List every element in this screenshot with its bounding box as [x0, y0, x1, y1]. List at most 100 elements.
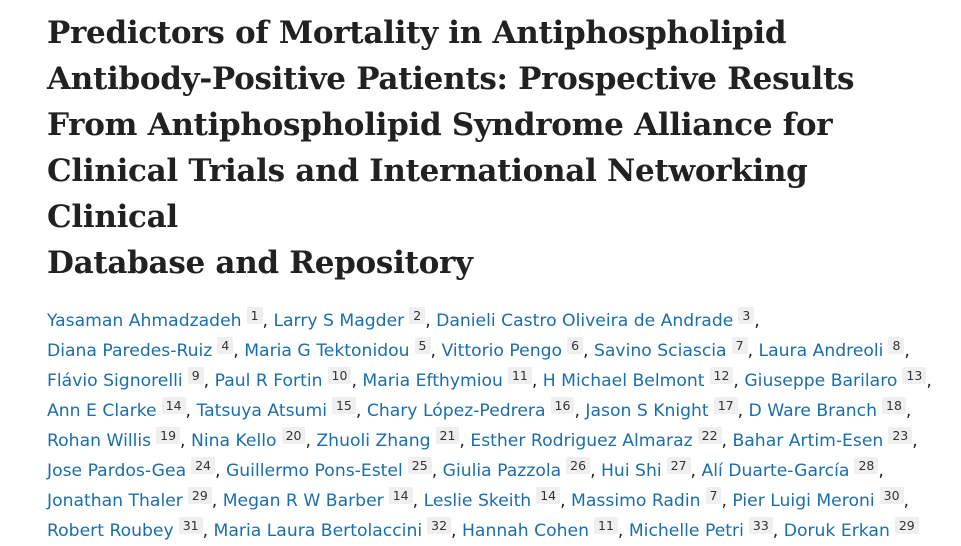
separator: , [590, 461, 596, 481]
author-link[interactable]: Laura Andreoli [758, 341, 884, 361]
affiliation-badge[interactable]: 11 [594, 517, 618, 534]
author-item: Giuseppe Barilaro 13 [744, 367, 927, 391]
author-item: Jason S Knight 17 [585, 397, 738, 421]
affiliation-badge[interactable]: 14 [388, 487, 413, 504]
author-item: Hui Shi 27 [601, 457, 691, 481]
affiliation-badge[interactable]: 7 [731, 337, 748, 354]
affiliation-badge[interactable]: 16 [550, 397, 575, 414]
author-link[interactable]: Rohan Willis [47, 431, 152, 451]
separator: , [459, 431, 465, 451]
affiliation-badge[interactable]: 7 [705, 487, 722, 504]
author-link[interactable]: Danieli Castro Oliveira de Andrade [436, 311, 734, 331]
affiliation-badge[interactable]: 11 [507, 367, 532, 384]
affiliation-badge[interactable]: 14 [161, 397, 186, 414]
author-item: Leslie Skeith 14 [423, 487, 561, 511]
author-link[interactable]: Bahar Artim-Esen [732, 431, 884, 451]
affiliation-badge[interactable]: 27 [666, 457, 691, 474]
separator: , [180, 431, 186, 451]
affiliation-badge[interactable]: 9 [187, 367, 204, 384]
separator: , [905, 401, 912, 421]
affiliation-badge[interactable]: 6 [567, 337, 584, 354]
affiliation-badge[interactable]: 30 [879, 487, 904, 504]
affiliation-badge[interactable]: 32 [427, 517, 452, 534]
author-link[interactable]: Nina Kello [190, 431, 277, 451]
author-link[interactable]: Hui Shi [601, 461, 662, 481]
author-link[interactable]: Leslie Skeith [423, 491, 532, 511]
author-link[interactable]: Maria Laura Bertolaccini [213, 521, 423, 541]
author-link[interactable]: Vittorio Pengo [441, 341, 563, 361]
affiliation-badge[interactable]: 29 [894, 517, 919, 534]
affiliation-badge[interactable]: 3 [738, 307, 755, 324]
affiliation-badge[interactable]: 26 [566, 457, 591, 474]
affiliation-badge[interactable]: 28 [854, 457, 879, 474]
author-link[interactable]: Jonathan Thaler [47, 491, 183, 511]
separator: , [733, 371, 739, 391]
affiliation-badge[interactable]: 10 [327, 367, 352, 384]
author-link[interactable]: Diana Paredes-Ruiz [47, 341, 213, 361]
author-link[interactable]: Giulia Pazzola [442, 461, 562, 481]
author-link[interactable]: Jason S Knight [585, 401, 709, 421]
affiliation-badge[interactable]: 21 [435, 427, 460, 444]
author-item: Maria Efthymiou 11 [362, 367, 532, 391]
author-link[interactable]: Jose Pardos-Gea [47, 461, 187, 481]
separator: , [617, 521, 624, 541]
separator: , [412, 491, 419, 511]
author-item: Larry S Magder 2 [273, 307, 426, 331]
affiliation-badge[interactable]: 18 [882, 397, 906, 414]
affiliation-badge[interactable]: 23 [888, 427, 913, 444]
author-link[interactable]: Savino Sciascia [593, 341, 727, 361]
author-item: Rohan Willis 19 [47, 427, 181, 451]
affiliation-badge[interactable]: 29 [187, 487, 212, 504]
separator: , [926, 371, 932, 391]
author-link[interactable]: Larry S Magder [273, 311, 405, 331]
author-link[interactable]: Flávio Signorelli [47, 371, 183, 391]
author-link[interactable]: Yasaman Ahmadzadeh [47, 311, 242, 331]
affiliation-badge[interactable]: 2 [409, 307, 426, 324]
author-link[interactable]: Esther Rodriguez Almaraz [470, 431, 693, 451]
author-link[interactable]: Chary López-Pedrera [366, 401, 546, 421]
author-link[interactable]: Doruk Erkan [783, 521, 890, 541]
separator: , [215, 461, 221, 481]
author-link[interactable]: Zhuoli Zhang [316, 431, 431, 451]
affiliation-badge[interactable]: 12 [709, 367, 734, 384]
author-link[interactable]: Tatsuya Atsumi [196, 401, 327, 421]
separator: , [560, 491, 566, 511]
author-link[interactable]: Robert Roubey [47, 521, 174, 541]
author-link[interactable]: Maria Efthymiou [362, 371, 503, 391]
affiliation-badge[interactable]: 17 [713, 397, 738, 414]
affiliation-badge[interactable]: 22 [697, 427, 722, 444]
author-item: Michelle Petri 33 [628, 517, 773, 541]
author-link[interactable]: Maria G Tektonidou [244, 341, 410, 361]
affiliation-badge[interactable]: 1 [246, 307, 263, 324]
author-link[interactable]: Michelle Petri [628, 521, 744, 541]
affiliation-badge[interactable]: 33 [748, 517, 773, 534]
author-link[interactable]: Massimo Radin [571, 491, 701, 511]
author-link[interactable]: H Michael Belmont [542, 371, 705, 391]
affiliation-badge[interactable]: 13 [902, 367, 927, 384]
affiliation-badge[interactable]: 8 [888, 337, 905, 354]
author-link[interactable]: Guillermo Pons-Estel [225, 461, 403, 481]
author-link[interactable]: Pier Luigi Meroni [732, 491, 875, 511]
affiliation-badge[interactable]: 25 [407, 457, 432, 474]
affiliation-badge[interactable]: 20 [281, 427, 306, 444]
affiliation-badge[interactable]: 31 [178, 517, 203, 534]
author-link[interactable]: Hannah Cohen [461, 521, 589, 541]
affiliation-badge[interactable]: 15 [331, 397, 356, 414]
affiliation-badge[interactable]: 5 [414, 337, 431, 354]
author-link[interactable]: Paul R Fortin [214, 371, 323, 391]
affiliation-badge[interactable]: 19 [156, 427, 181, 444]
author-item: Megan R W Barber 14 [222, 487, 413, 511]
author-link[interactable]: Giuseppe Barilaro [744, 371, 898, 391]
author-link[interactable]: D Ware Branch [748, 401, 878, 421]
author-link[interactable]: Alí Duarte-García [701, 461, 850, 481]
author-link[interactable]: Megan R W Barber [222, 491, 384, 511]
author-item: Maria Laura Bertolaccini 32 [213, 517, 452, 541]
author-item: Doruk Erkan 29 [783, 517, 919, 541]
affiliation-badge[interactable]: 24 [191, 457, 216, 474]
affiliation-badge[interactable]: 4 [217, 337, 234, 354]
article-header: Predictors of Mortality in Antiphospholi… [47, 10, 947, 546]
author-item: Tatsuya Atsumi 15 [196, 397, 356, 421]
author-item: Chary López-Pedrera 16 [366, 397, 575, 421]
author-link[interactable]: Ann E Clarke [47, 401, 157, 421]
affiliation-badge[interactable]: 14 [536, 487, 561, 504]
